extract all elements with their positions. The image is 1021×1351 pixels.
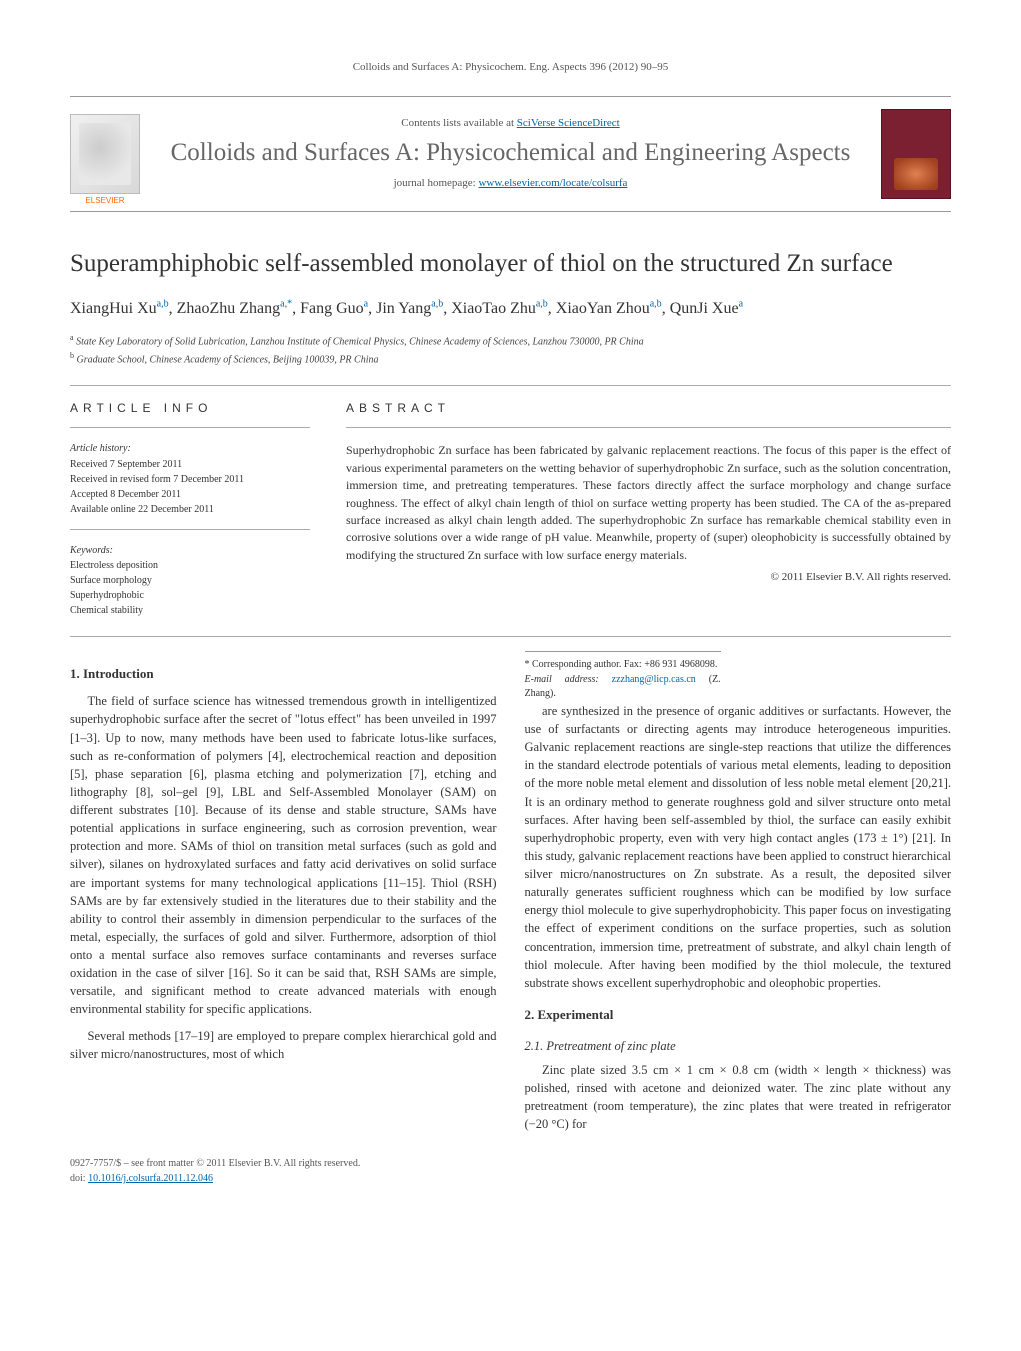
history-line: Received 7 September 2011	[70, 457, 310, 472]
affiliation: a State Key Laboratory of Solid Lubricat…	[70, 332, 951, 349]
rule-abs	[346, 427, 951, 428]
masthead-center: Contents lists available at SciVerse Sci…	[160, 116, 861, 192]
doi-link[interactable]: 10.1016/j.colsurfa.2011.12.046	[88, 1173, 213, 1184]
publisher-logo: ELSEVIER	[70, 114, 140, 194]
section-2-1-title: 2.1. Pretreatment of zinc plate	[525, 1037, 952, 1055]
running-head: Colloids and Surfaces A: Physicochem. En…	[70, 60, 951, 76]
keyword: Electroless deposition	[70, 558, 310, 573]
keyword: Chemical stability	[70, 603, 310, 618]
history-head: Article history:	[70, 442, 310, 457]
publisher-label: ELSEVIER	[71, 195, 139, 207]
sciencedirect-link[interactable]: SciVerse ScienceDirect	[517, 117, 620, 129]
section-1-title: 1. Introduction	[70, 665, 497, 684]
info-row: article info Article history: Received 7…	[70, 400, 951, 618]
front-matter-line: 0927-7757/$ – see front matter © 2011 El…	[70, 1157, 951, 1172]
author: Jin Yanga,b	[376, 300, 443, 317]
affiliation: b Graduate School, Chinese Academy of Sc…	[70, 350, 951, 367]
keywords-head: Keywords:	[70, 544, 310, 559]
corresponding-author-footnote: * Corresponding author. Fax: +86 931 496…	[525, 651, 721, 702]
section-1-para-3: are synthesized in the presence of organ…	[525, 702, 952, 992]
history-line: Received in revised form 7 December 2011	[70, 472, 310, 487]
abstract-heading: abstract	[346, 400, 951, 417]
author: ZhaoZhu Zhanga,*	[177, 300, 292, 317]
history-line: Accepted 8 December 2011	[70, 487, 310, 502]
journal-name: Colloids and Surfaces A: Physicochemical…	[160, 138, 861, 168]
rule-top	[70, 385, 951, 386]
email-label: E-mail address:	[525, 674, 612, 685]
journal-cover-thumb	[881, 109, 951, 199]
keyword: Surface morphology	[70, 573, 310, 588]
abstract-block: abstract Superhydrophobic Zn surface has…	[346, 400, 951, 618]
section-2-title: 2. Experimental	[525, 1006, 952, 1025]
corr-email-line: E-mail address: zzzhang@licp.cas.cn (Z. …	[525, 673, 721, 702]
rule-bottom	[70, 636, 951, 637]
contents-line: Contents lists available at SciVerse Sci…	[160, 116, 861, 132]
keyword: Superhydrophobic	[70, 588, 310, 603]
author: QunJi Xuea	[670, 300, 743, 317]
bottom-meta: 0927-7757/$ – see front matter © 2011 El…	[70, 1157, 951, 1186]
section-1-para-1: The field of surface science has witness…	[70, 692, 497, 1018]
homepage-line: journal homepage: www.elsevier.com/locat…	[160, 176, 861, 192]
affiliations: a State Key Laboratory of Solid Lubricat…	[70, 332, 951, 367]
author: XiangHui Xua,b	[70, 300, 169, 317]
article-title: Superamphiphobic self-assembled monolaye…	[70, 248, 951, 279]
author: XiaoYan Zhoua,b	[556, 300, 662, 317]
page: Colloids and Surfaces A: Physicochem. En…	[0, 0, 1021, 1226]
contents-prefix: Contents lists available at	[401, 117, 516, 129]
body-columns: 1. Introduction The field of surface sci…	[70, 651, 951, 1133]
doi-line: doi: 10.1016/j.colsurfa.2011.12.046	[70, 1172, 951, 1187]
article-info: article info Article history: Received 7…	[70, 400, 310, 618]
section-1-para-2: Several methods [17–19] are employed to …	[70, 1027, 497, 1063]
author: XiaoTao Zhua,b	[451, 300, 548, 317]
article-info-heading: article info	[70, 400, 310, 417]
homepage-prefix: journal homepage:	[394, 177, 479, 189]
homepage-link[interactable]: www.elsevier.com/locate/colsurfa	[478, 177, 627, 189]
rule-info-1	[70, 427, 310, 428]
doi-label: doi:	[70, 1173, 86, 1184]
author: Fang Guoa	[300, 300, 368, 317]
section-2-1-para-1: Zinc plate sized 3.5 cm × 1 cm × 0.8 cm …	[525, 1061, 952, 1134]
abstract-text: Superhydrophobic Zn surface has been fab…	[346, 442, 951, 564]
corr-author-line: * Corresponding author. Fax: +86 931 496…	[525, 658, 721, 673]
corr-email-link[interactable]: zzzhang@licp.cas.cn	[612, 674, 696, 685]
author-list: XiangHui Xua,b, ZhaoZhu Zhanga,*, Fang G…	[70, 297, 951, 320]
masthead: ELSEVIER Contents lists available at Sci…	[70, 96, 951, 212]
history-line: Available online 22 December 2011	[70, 502, 310, 517]
abstract-copyright: © 2011 Elsevier B.V. All rights reserved…	[346, 570, 951, 586]
rule-info-2	[70, 529, 310, 530]
